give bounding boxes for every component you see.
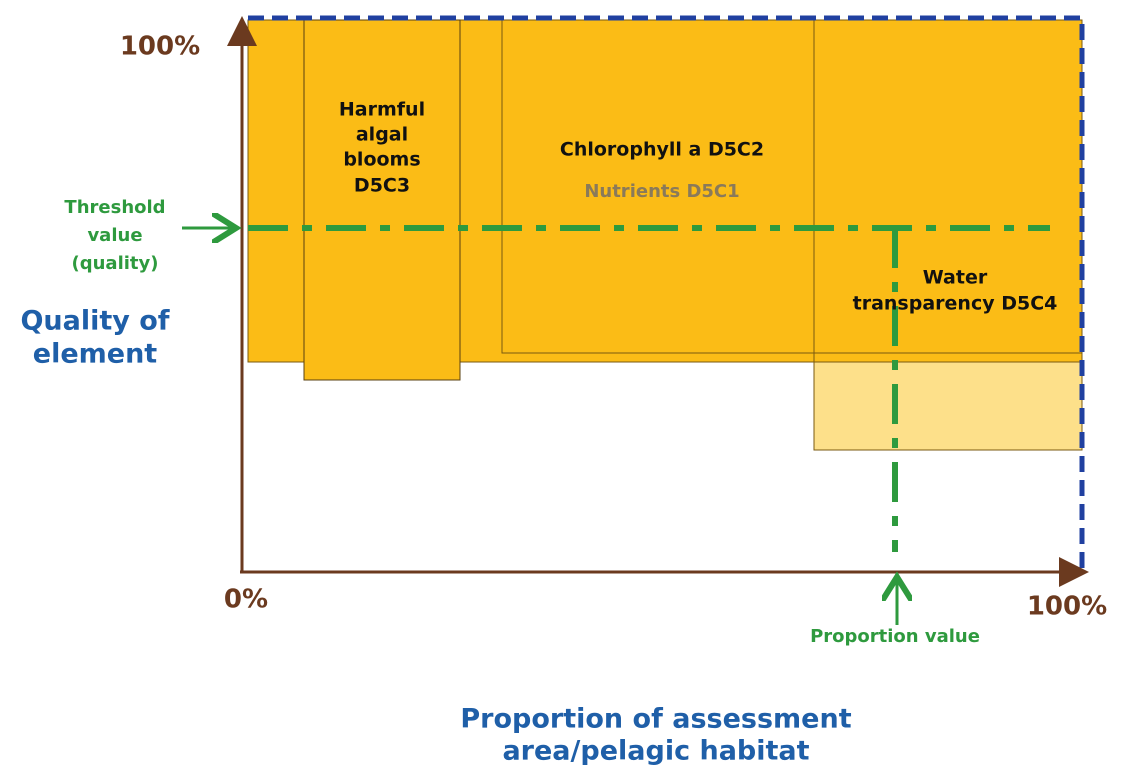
threshold-label: Threshold bbox=[64, 197, 165, 218]
y-top-label: 100% bbox=[120, 32, 200, 62]
box-label: Water bbox=[923, 267, 988, 289]
box-label: blooms bbox=[343, 149, 420, 171]
box-label: algal bbox=[356, 124, 408, 146]
threshold-label: value bbox=[87, 225, 142, 246]
x-title: area/pelagic habitat bbox=[502, 736, 809, 767]
box-label: Harmful bbox=[339, 99, 425, 121]
y-title: Quality of bbox=[20, 306, 169, 337]
transparency-lower bbox=[813, 361, 1083, 451]
threshold-label: (quality) bbox=[72, 253, 159, 274]
box-label: D5C3 bbox=[354, 175, 410, 197]
box-sublabel: Nutrients D5C1 bbox=[584, 181, 739, 202]
box-label: Chlorophyll a D5C2 bbox=[560, 139, 764, 161]
y-title: element bbox=[33, 339, 158, 370]
origin-label: 0% bbox=[224, 585, 268, 615]
proportion-label: Proportion value bbox=[810, 626, 980, 647]
algal-box bbox=[303, 19, 461, 381]
x-right-label: 100% bbox=[1027, 592, 1107, 622]
max-boundary bbox=[248, 15, 1085, 570]
box-label: transparency D5C4 bbox=[853, 293, 1058, 315]
x-title: Proportion of assessment bbox=[460, 704, 851, 735]
